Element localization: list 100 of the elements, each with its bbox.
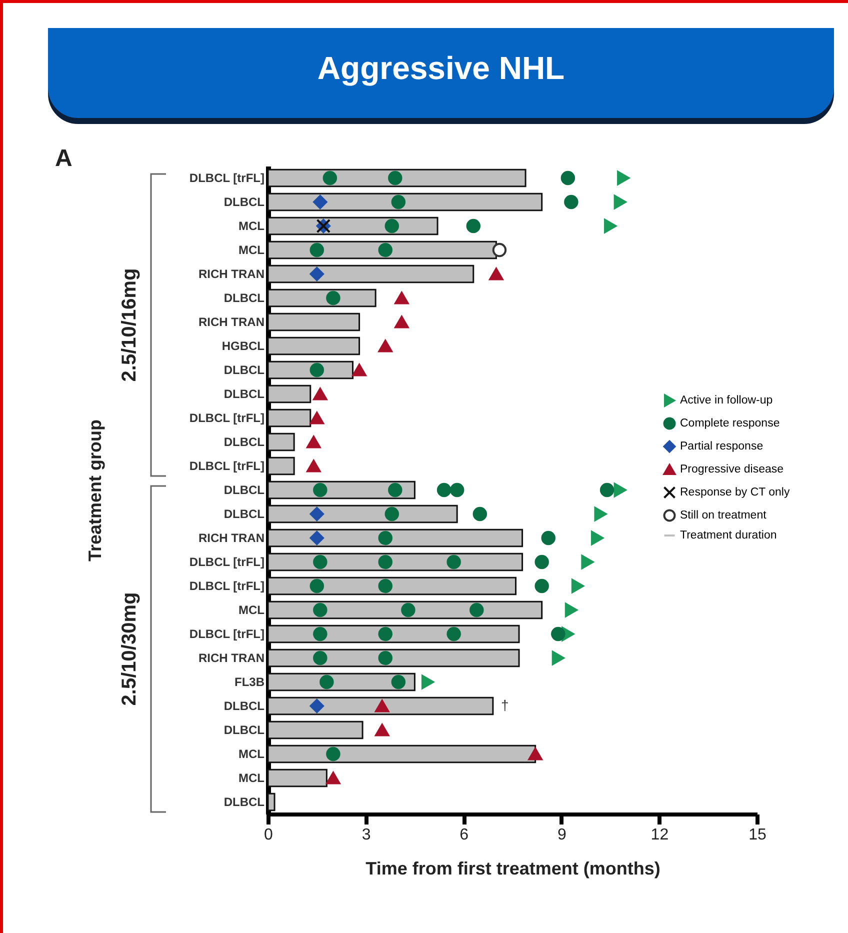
point	[310, 578, 324, 594]
x-tick-label: 12	[650, 826, 669, 844]
point	[378, 242, 392, 258]
point	[401, 602, 416, 618]
y-tick-label: MCL	[238, 771, 264, 785]
point	[394, 316, 409, 328]
legend-label: Complete response	[680, 418, 780, 430]
point	[306, 460, 321, 472]
point	[352, 364, 366, 376]
bar	[267, 408, 312, 428]
bar	[267, 192, 543, 212]
bar	[267, 384, 312, 404]
point	[320, 674, 334, 690]
y-tick-label: DLBCL [trFL]	[189, 171, 265, 185]
point	[571, 578, 584, 594]
x-tick-label: 15	[748, 826, 766, 844]
legend-label: Treatment duration	[680, 530, 777, 542]
point	[378, 626, 392, 642]
y-tick-label: DLBCL	[224, 435, 264, 449]
point	[421, 674, 434, 690]
bar	[267, 264, 474, 284]
point	[391, 674, 406, 690]
point	[436, 482, 452, 498]
y-tick-label: DLBCL	[224, 507, 264, 521]
point	[466, 218, 481, 234]
bar	[267, 216, 438, 236]
point	[374, 700, 390, 712]
point	[534, 554, 549, 570]
bar	[267, 696, 494, 716]
point	[374, 724, 390, 736]
point	[310, 698, 324, 714]
point	[310, 412, 324, 424]
bar	[267, 528, 524, 548]
y-tick-label: DLBCL	[224, 195, 264, 209]
y-tick-label: MCL	[238, 603, 264, 617]
y-axis-title: Treatment group	[85, 419, 106, 562]
y-tick-label: DLBCL [trFL]	[189, 579, 265, 593]
point	[489, 268, 504, 280]
y-tick-label: RICH TRAN	[198, 531, 264, 545]
y-tick-label: DLBCL	[224, 699, 264, 713]
y-tick-label: DLBCL	[224, 291, 264, 305]
point	[600, 482, 614, 498]
point	[313, 554, 328, 570]
point	[450, 482, 464, 498]
point	[581, 554, 594, 570]
point	[378, 650, 392, 666]
point	[310, 506, 324, 522]
point	[594, 506, 607, 522]
y-tick-label: DLBCL [trFL]	[189, 555, 265, 569]
y-tick-label: DLBCL [trFL]	[189, 627, 265, 641]
x-tick-label: 6	[460, 826, 469, 844]
point	[310, 266, 324, 282]
point	[472, 506, 488, 522]
x-tick-label: 9	[557, 826, 566, 844]
y-tick-label: DLBCL	[224, 795, 264, 809]
point	[446, 554, 461, 570]
point	[551, 626, 566, 642]
bar	[267, 288, 376, 308]
point	[310, 530, 324, 546]
point	[378, 530, 392, 546]
point	[384, 506, 400, 522]
point	[614, 194, 626, 210]
point	[326, 772, 340, 784]
point	[313, 650, 328, 666]
point	[313, 194, 328, 210]
point	[492, 242, 507, 258]
point	[388, 170, 402, 186]
point	[560, 170, 576, 186]
point	[378, 340, 392, 352]
x-axis-title: Time from first treatment (months)	[366, 858, 660, 878]
point	[394, 292, 409, 304]
y-tick-label: MCL	[238, 747, 264, 761]
point	[310, 242, 324, 258]
y-tick-label: DLBCL	[224, 483, 264, 497]
bar	[267, 504, 458, 524]
y-tick-label: DLBCL [trFL]	[189, 411, 265, 425]
point	[384, 218, 400, 234]
bar	[267, 768, 328, 788]
point	[378, 554, 392, 570]
bar	[267, 240, 497, 260]
point	[313, 626, 328, 642]
bar	[267, 576, 517, 596]
bar	[267, 648, 520, 668]
point	[326, 746, 340, 762]
data-label: †	[500, 697, 509, 713]
y-tick-label: FL3B	[234, 675, 265, 689]
y-tick-label: DLBCL	[224, 723, 264, 737]
bar	[267, 600, 543, 620]
point	[541, 530, 556, 546]
point	[534, 578, 549, 594]
bar	[267, 168, 526, 188]
point	[617, 170, 630, 186]
point	[552, 650, 564, 666]
point	[310, 362, 324, 378]
bar	[267, 792, 276, 812]
bar	[267, 432, 295, 452]
point	[604, 218, 617, 234]
y-tick-label: HGBCL	[222, 339, 264, 353]
point	[564, 602, 578, 618]
y-tick-label: RICH TRAN	[198, 267, 264, 281]
